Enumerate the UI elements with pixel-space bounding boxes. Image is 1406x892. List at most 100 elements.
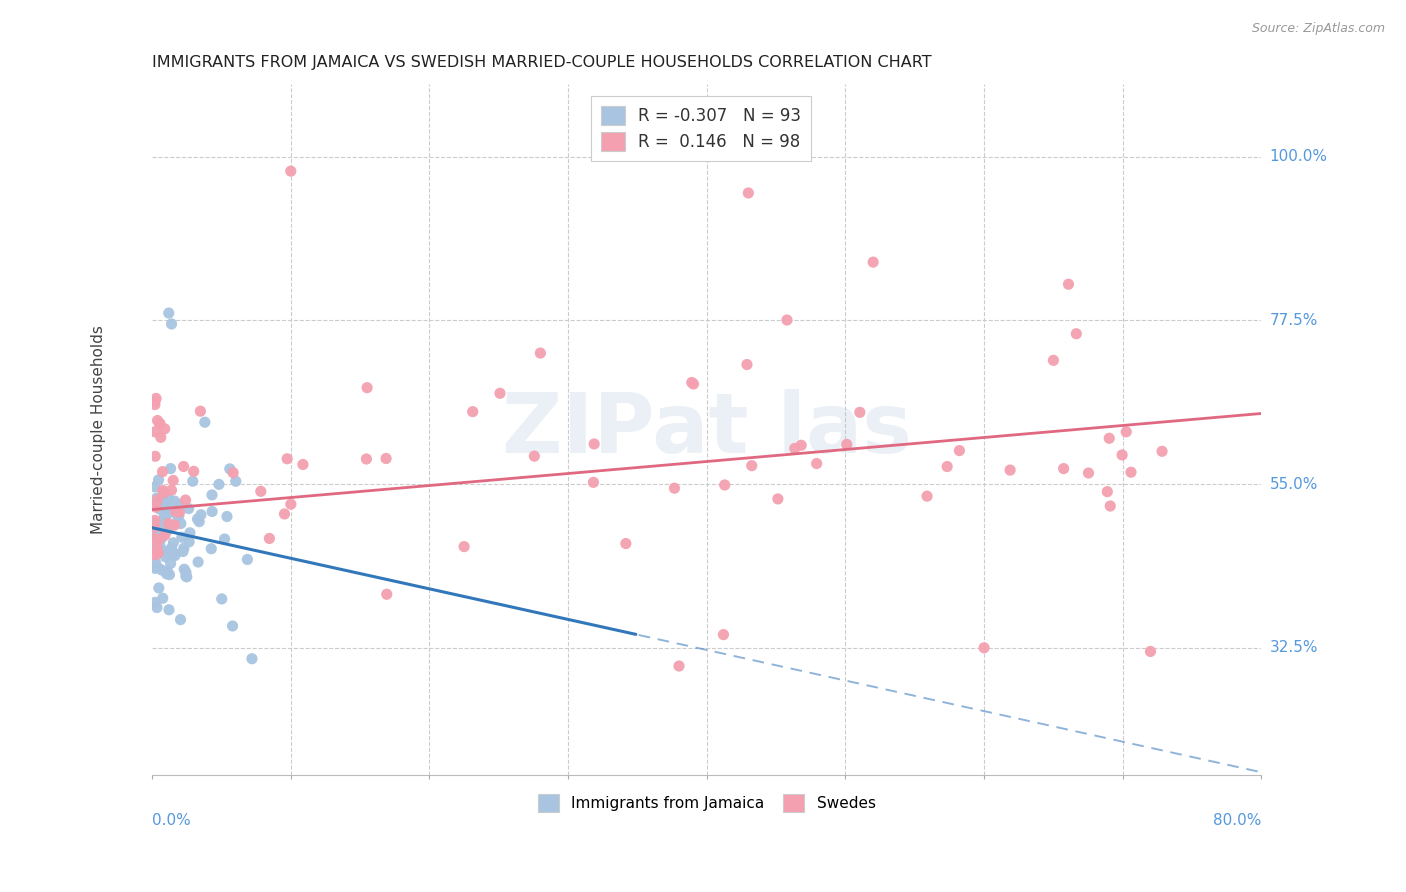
Point [200, 541, 222, 556]
Point [163, 549, 186, 563]
Point [174, 569, 197, 583]
Point [190, 404, 212, 418]
Point [162, 545, 184, 559]
Point [222, 466, 245, 480]
Point [148, 542, 170, 557]
Point [998, 463, 1021, 477]
Point [146, 533, 169, 547]
Point [835, 437, 858, 451]
Point [170, 516, 193, 531]
Point [146, 600, 169, 615]
Point [155, 500, 177, 514]
Point [1052, 461, 1074, 475]
Point [614, 536, 637, 550]
Point [737, 186, 759, 200]
Point [170, 530, 193, 544]
Point [157, 491, 180, 506]
Point [453, 540, 475, 554]
Point [153, 513, 176, 527]
Point [146, 560, 169, 574]
Point [1119, 465, 1142, 479]
Point [143, 595, 166, 609]
Point [862, 255, 884, 269]
Point [682, 376, 704, 391]
Point [1099, 499, 1122, 513]
Point [356, 452, 378, 467]
Point [153, 422, 176, 436]
Point [160, 517, 183, 532]
Point [157, 603, 180, 617]
Point [156, 544, 179, 558]
Point [143, 513, 166, 527]
Point [163, 494, 186, 508]
Point [179, 525, 201, 540]
Point [153, 500, 176, 514]
Point [741, 458, 763, 473]
Point [143, 559, 166, 574]
Text: 0.0%: 0.0% [152, 814, 191, 828]
Point [280, 497, 302, 511]
Point [201, 504, 224, 518]
Point [225, 475, 247, 489]
Text: 80.0%: 80.0% [1213, 814, 1261, 828]
Point [166, 508, 188, 523]
Text: 32.5%: 32.5% [1270, 640, 1319, 656]
Point [162, 547, 184, 561]
Point [146, 533, 169, 548]
Point [169, 498, 191, 512]
Point [187, 512, 209, 526]
Point [160, 541, 183, 556]
Point [1150, 444, 1173, 458]
Point [167, 508, 190, 523]
Point [211, 591, 233, 606]
Point [273, 507, 295, 521]
Point [668, 659, 690, 673]
Point [291, 458, 314, 472]
Point [160, 483, 183, 497]
Point [1115, 425, 1137, 439]
Point [143, 398, 166, 412]
Point [150, 563, 173, 577]
Point [849, 405, 872, 419]
Point [143, 516, 166, 530]
Point [973, 640, 995, 655]
Point [143, 496, 166, 510]
Text: Source: ZipAtlas.com: Source: ZipAtlas.com [1251, 22, 1385, 36]
Point [157, 546, 180, 560]
Point [664, 481, 686, 495]
Point [375, 587, 398, 601]
Point [173, 562, 195, 576]
Point [806, 457, 828, 471]
Point [1057, 277, 1080, 292]
Point [776, 313, 799, 327]
Point [177, 501, 200, 516]
Point [1111, 448, 1133, 462]
Point [1042, 353, 1064, 368]
Text: IMMIGRANTS FROM JAMAICA VS SWEDISH MARRIED-COUPLE HOUSEHOLDS CORRELATION CHART: IMMIGRANTS FROM JAMAICA VS SWEDISH MARRI… [152, 55, 932, 70]
Point [149, 417, 172, 431]
Point [156, 523, 179, 537]
Point [948, 443, 970, 458]
Point [461, 404, 484, 418]
Point [582, 475, 605, 490]
Point [146, 542, 169, 557]
Point [681, 376, 703, 390]
Text: 55.0%: 55.0% [1270, 476, 1317, 491]
Point [259, 532, 281, 546]
Point [174, 493, 197, 508]
Point [143, 532, 166, 546]
Point [155, 495, 177, 509]
Point [155, 517, 177, 532]
Point [165, 505, 187, 519]
Point [156, 504, 179, 518]
Point [149, 417, 172, 431]
Legend: Immigrants from Jamaica, Swedes: Immigrants from Jamaica, Swedes [530, 787, 883, 820]
Point [1077, 466, 1099, 480]
Point [162, 474, 184, 488]
Point [150, 531, 173, 545]
Point [148, 546, 170, 560]
Point [146, 536, 169, 550]
Point [163, 518, 186, 533]
Point [173, 541, 195, 556]
Text: ZIPat las: ZIPat las [502, 389, 911, 470]
